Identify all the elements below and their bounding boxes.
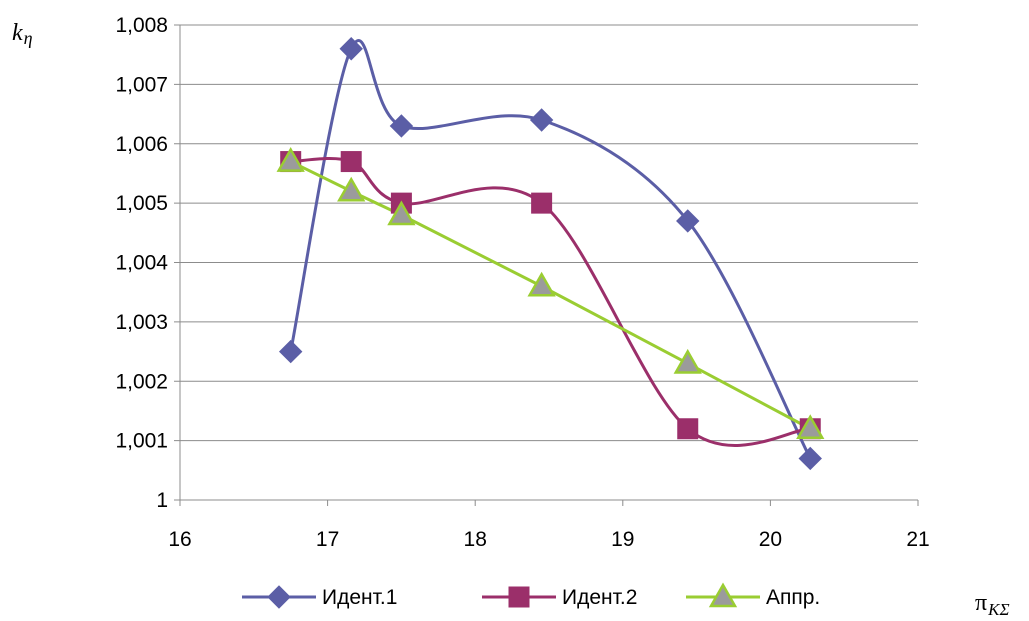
legend-label-3: Аппр. (766, 586, 820, 609)
y-tick-label: 1,003 (115, 311, 168, 334)
series-markers (276, 37, 825, 471)
y-axis-label: kη (12, 20, 33, 48)
data-point-series-3 (673, 348, 702, 374)
data-point-series-1 (798, 446, 822, 471)
y-tick-label: 1,005 (115, 192, 168, 215)
data-point-series-1 (339, 37, 363, 61)
x-tick-labels: 16 17 18 19 20 21 (168, 528, 929, 551)
x-tick-label: 20 (759, 528, 782, 551)
data-point-series-3 (387, 200, 416, 226)
legend: Идент.1 Идент.2 Аппр. (242, 582, 820, 609)
y-tick-label: 1,002 (115, 370, 168, 393)
legend-label-1: Идент.1 (322, 586, 397, 609)
x-axis-label-sub: KΣ (987, 600, 1009, 619)
data-point-series-2 (677, 418, 699, 440)
x-axis-label-main: π (975, 590, 987, 616)
data-point-series-2 (531, 192, 553, 214)
data-point-series-3 (337, 176, 366, 202)
legend-label-2: Идент.2 (562, 586, 637, 609)
series-line-1 (289, 39, 812, 460)
y-tick-label: 1,007 (115, 73, 168, 96)
x-tick-label: 19 (611, 528, 634, 551)
grid-lines (180, 24, 918, 442)
x-tick-label: 18 (464, 528, 487, 551)
y-axis-label-main: k (12, 20, 23, 46)
y-tick-label: 1,001 (115, 430, 168, 453)
y-tick-labels: 1 1,001 1,002 1,003 1,004 1,005 1,006 1,007 1,00… (115, 14, 168, 512)
data-point-series-1 (389, 114, 414, 138)
x-tick-label: 21 (906, 528, 929, 551)
series-line-3 (289, 160, 812, 431)
data-point-series-1 (278, 339, 303, 364)
y-axis-label-sub: η (24, 28, 33, 48)
x-axis-label: πKΣ (975, 590, 1010, 619)
y-tick-label: 1,006 (115, 133, 168, 156)
data-point-series-1 (529, 108, 554, 132)
legend-marker-1 (267, 585, 291, 609)
y-tick-label: 1,008 (115, 14, 168, 37)
y-tick-label: 1,004 (115, 252, 168, 275)
legend-marker-2 (508, 586, 530, 608)
data-point-series-2 (340, 151, 362, 173)
axes (174, 24, 919, 506)
series-lines (289, 39, 812, 460)
data-point-series-3 (527, 271, 556, 297)
y-tick-label: 1 (156, 489, 168, 512)
x-tick-label: 17 (316, 528, 339, 551)
x-tick-label: 16 (168, 528, 191, 551)
data-point-series-3 (796, 414, 825, 439)
data-point-series-3 (276, 147, 305, 172)
data-point-series-1 (676, 209, 700, 233)
legend-marker-3 (708, 582, 738, 608)
